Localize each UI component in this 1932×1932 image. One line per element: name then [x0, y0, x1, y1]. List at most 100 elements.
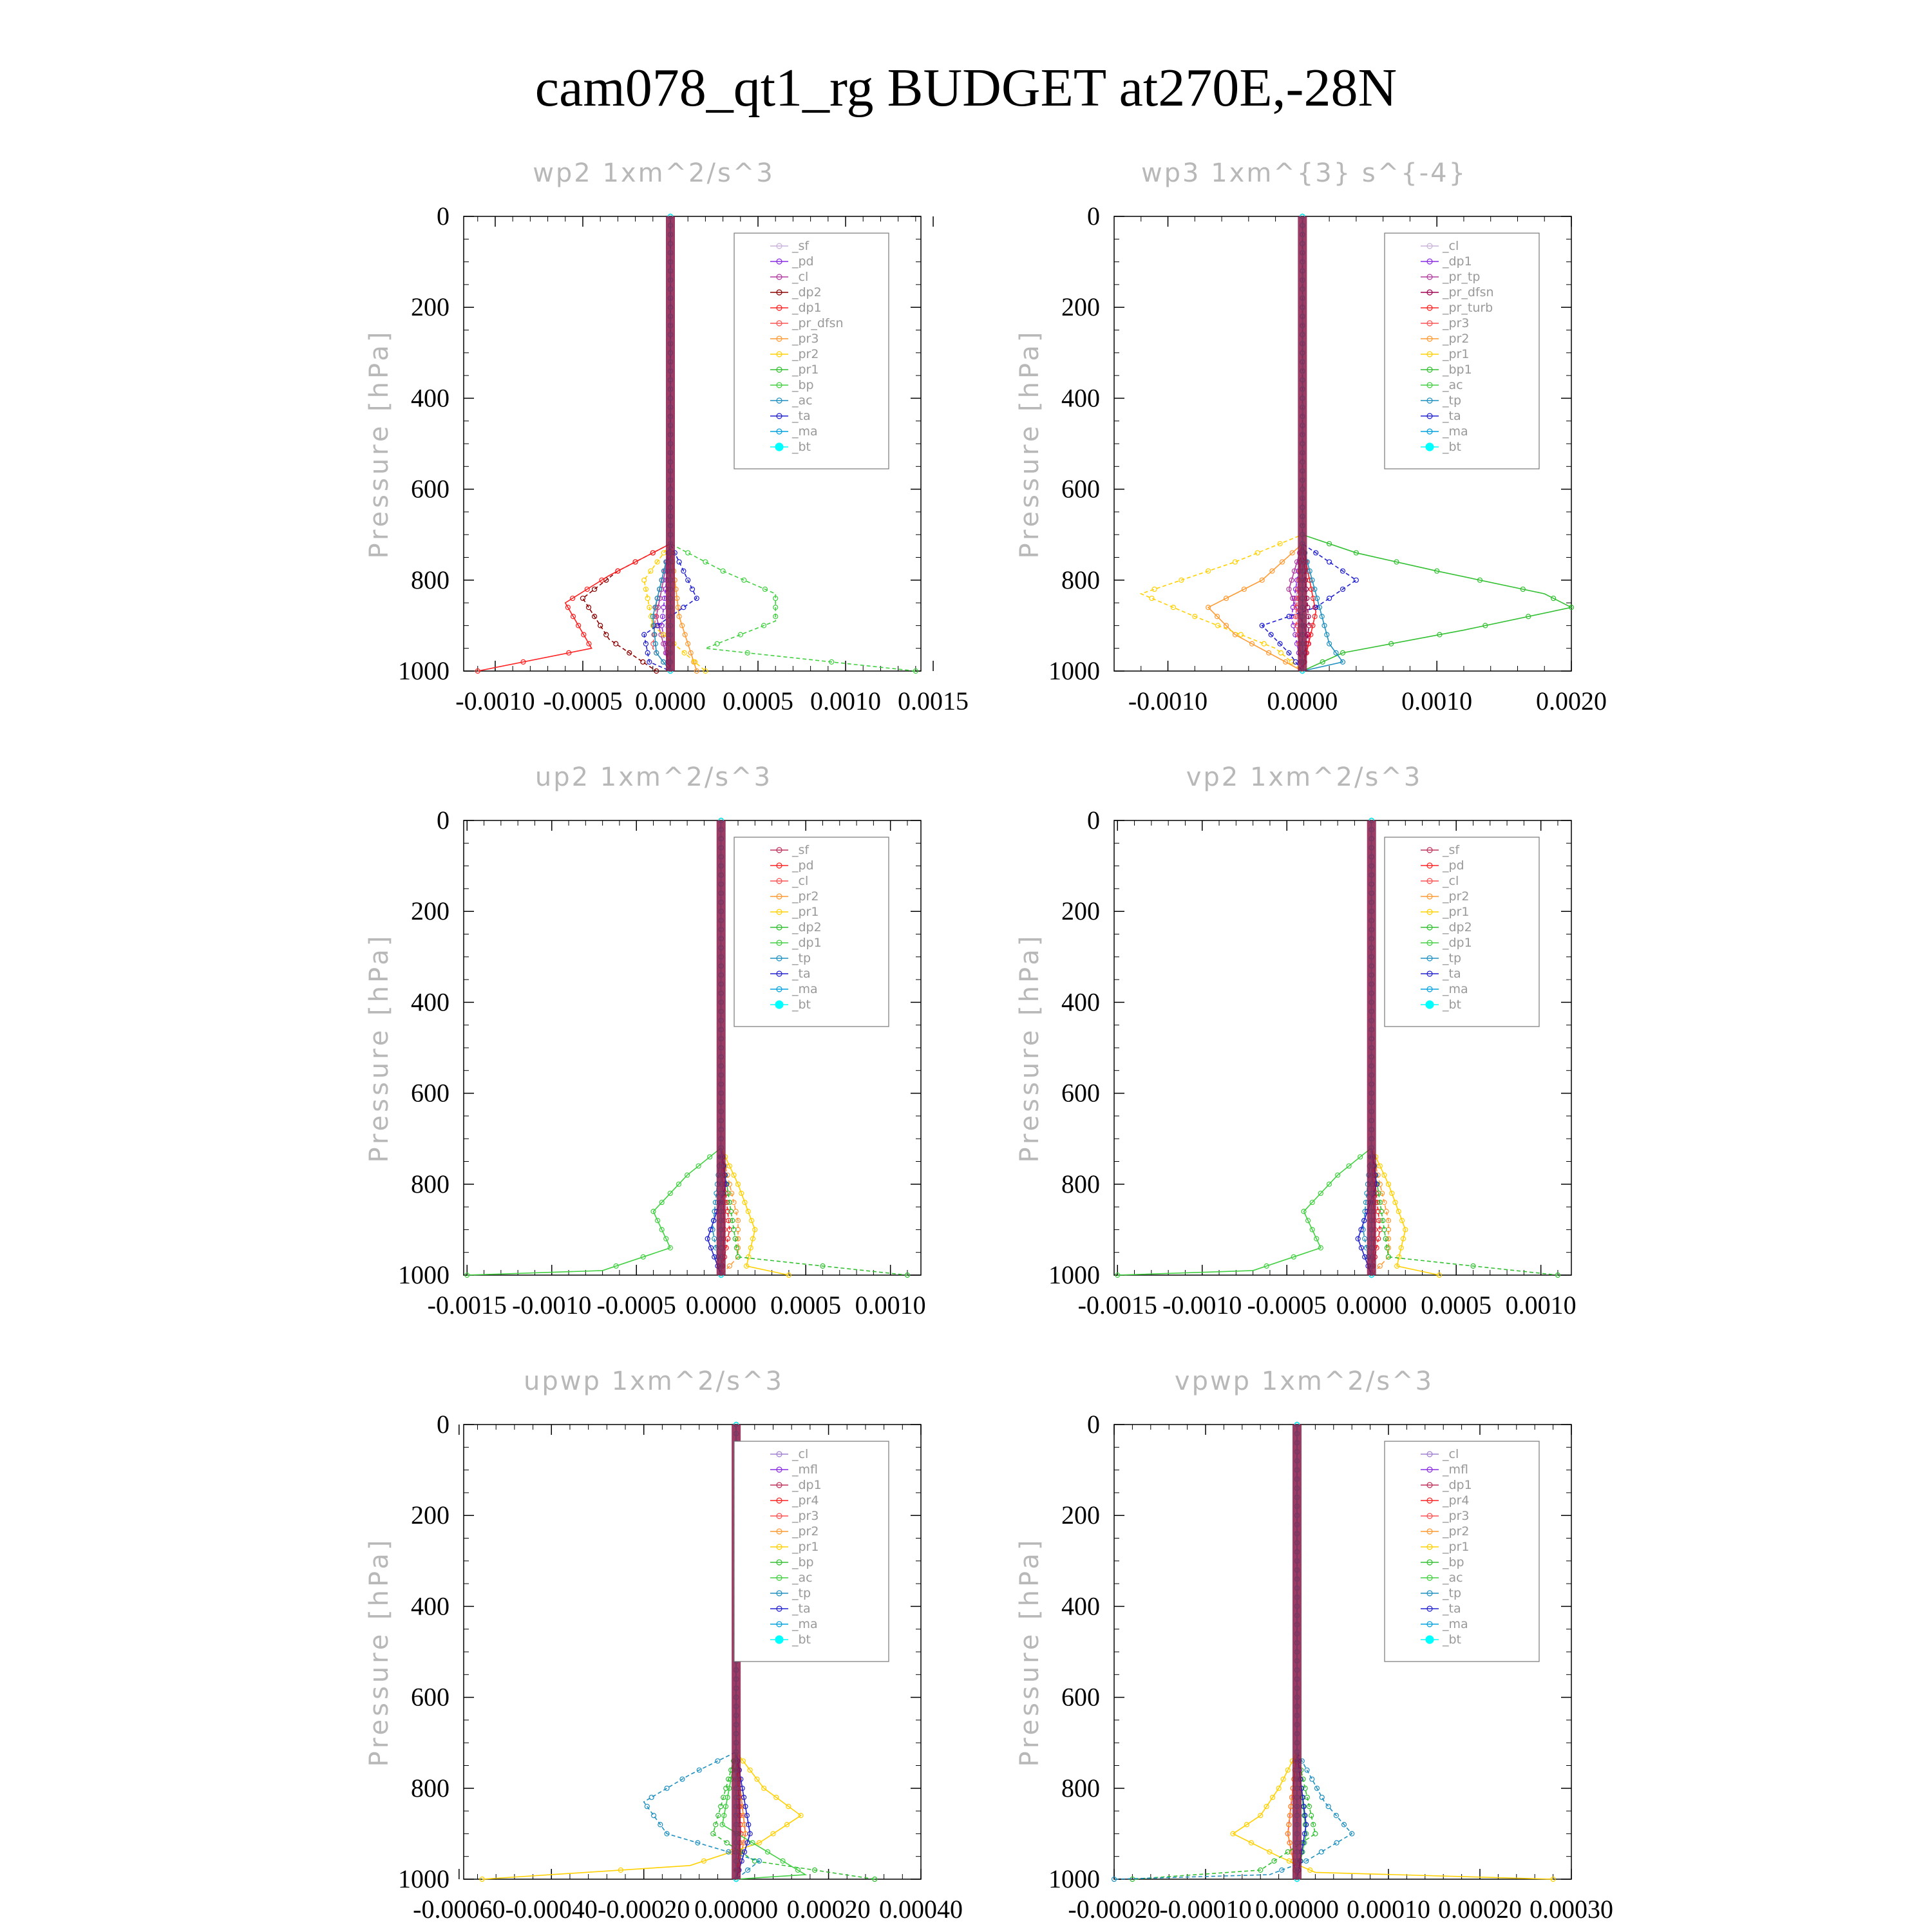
series-marker	[663, 1236, 669, 1242]
x-tick-label: -0.0005	[543, 687, 622, 715]
series-marker	[726, 1199, 732, 1206]
series-marker	[685, 577, 691, 583]
series-marker	[1389, 1190, 1395, 1197]
series-marker	[1286, 1858, 1292, 1864]
series-marker	[1310, 595, 1316, 601]
x-tick-label: 0.00020	[1438, 1895, 1522, 1924]
series-marker	[748, 1218, 755, 1224]
legend-entry: _bp	[791, 378, 814, 392]
x-tick-label: -0.0015	[1078, 1291, 1157, 1320]
series-marker	[681, 650, 687, 656]
series-marker	[1340, 586, 1346, 592]
series-marker	[1286, 1822, 1292, 1828]
series-marker	[685, 1172, 690, 1178]
x-tick-label: -0.0010	[1128, 687, 1208, 715]
legend-entry: _pr3	[791, 1509, 819, 1523]
legend-entry: _ma	[1442, 424, 1468, 439]
series-marker	[1326, 1181, 1332, 1187]
series-marker	[1385, 1254, 1392, 1260]
legend-marker	[1426, 1575, 1433, 1581]
legend-box	[734, 837, 889, 1027]
series-marker	[679, 1776, 685, 1782]
series-marker	[682, 632, 688, 638]
x-tick-label: 0.0010	[1401, 687, 1472, 715]
legend-marker	[1426, 955, 1433, 961]
legend-marker	[1426, 428, 1433, 435]
y-axis-label: Pressure [hPa]	[365, 933, 394, 1163]
legend-marker	[776, 351, 782, 357]
series-marker	[570, 595, 576, 601]
y-tick-label: 200	[411, 896, 450, 925]
series-marker	[820, 1263, 826, 1269]
series-marker	[1306, 1803, 1312, 1810]
series-marker	[1223, 623, 1229, 629]
legend-marker	[776, 413, 782, 419]
series-marker	[1349, 1831, 1355, 1837]
legend-entry: _dp1	[791, 1478, 822, 1492]
series-bp	[1130, 1421, 1318, 1882]
series-line	[712, 1425, 875, 1880]
panel-title: upwp 1xm^2/s^3	[524, 1367, 784, 1396]
legend-marker	[775, 442, 784, 451]
legend-marker	[1426, 320, 1433, 327]
series-marker	[1278, 650, 1284, 656]
series-marker	[1305, 1218, 1311, 1224]
series-marker	[1319, 1794, 1325, 1801]
legend-entry: _dp1	[791, 301, 822, 315]
series-marker	[1287, 1840, 1293, 1846]
series-marker	[592, 614, 598, 620]
series-marker	[1310, 623, 1316, 629]
series-marker	[1270, 1794, 1276, 1801]
legend-entry: _pr3	[1442, 316, 1469, 330]
series-marker	[1396, 1254, 1402, 1260]
legend-entry: _pr2	[1442, 332, 1469, 346]
series-pr1	[1139, 213, 1305, 674]
series-marker	[1258, 1813, 1264, 1819]
legend-entry: _dp2	[791, 920, 822, 934]
y-axis-label: Pressure [hPa]	[365, 1537, 394, 1767]
series-marker	[1302, 1785, 1308, 1791]
series-marker	[1314, 1236, 1320, 1242]
series-marker	[744, 1813, 750, 1819]
series-marker	[1377, 1181, 1383, 1187]
series-marker	[581, 632, 587, 638]
series-marker	[1232, 559, 1238, 565]
series-marker	[654, 623, 660, 629]
legend-entry: _dp2	[791, 285, 822, 299]
series-marker	[1267, 1849, 1273, 1855]
series-marker	[627, 650, 632, 656]
series-marker	[1206, 605, 1211, 611]
legend-marker	[776, 1590, 782, 1596]
legend-marker	[1426, 413, 1433, 419]
series-marker	[1304, 1767, 1310, 1773]
series-marker	[1259, 623, 1265, 629]
legend-marker	[1426, 1497, 1433, 1504]
x-tick-label: -0.00060	[413, 1895, 505, 1924]
x-tick-label: 0.0010	[810, 687, 881, 715]
series-marker	[1550, 1876, 1556, 1882]
series-marker	[1311, 1822, 1316, 1828]
y-tick-label: 800	[411, 1170, 450, 1198]
legend-marker	[776, 1605, 782, 1612]
series-marker	[1381, 1172, 1387, 1178]
legend-entry: _dp1	[1442, 1478, 1472, 1492]
series-marker	[1277, 541, 1283, 547]
series-marker	[613, 641, 619, 647]
legend-entry: _ma	[1442, 982, 1468, 996]
legend-marker	[776, 1621, 782, 1627]
series-marker	[1291, 623, 1296, 629]
panel-wp2: wp2 1xm^2/s^3 Pressure [hPa] 0 200 400 600 800…	[365, 158, 969, 715]
panel-title: vp2 1xm^2/s^3	[1186, 762, 1423, 792]
legend-marker	[776, 289, 782, 296]
series-marker	[1434, 568, 1440, 574]
legend-box	[1384, 837, 1540, 1027]
series-marker	[1264, 1263, 1269, 1269]
series-marker	[599, 577, 605, 583]
series-marker	[1385, 1236, 1392, 1242]
series-marker	[1258, 1867, 1264, 1873]
series-marker	[741, 1813, 746, 1819]
series-marker	[729, 1190, 735, 1197]
series-marker	[747, 1831, 753, 1837]
series-line	[720, 820, 739, 1276]
legend-marker	[776, 1451, 782, 1457]
